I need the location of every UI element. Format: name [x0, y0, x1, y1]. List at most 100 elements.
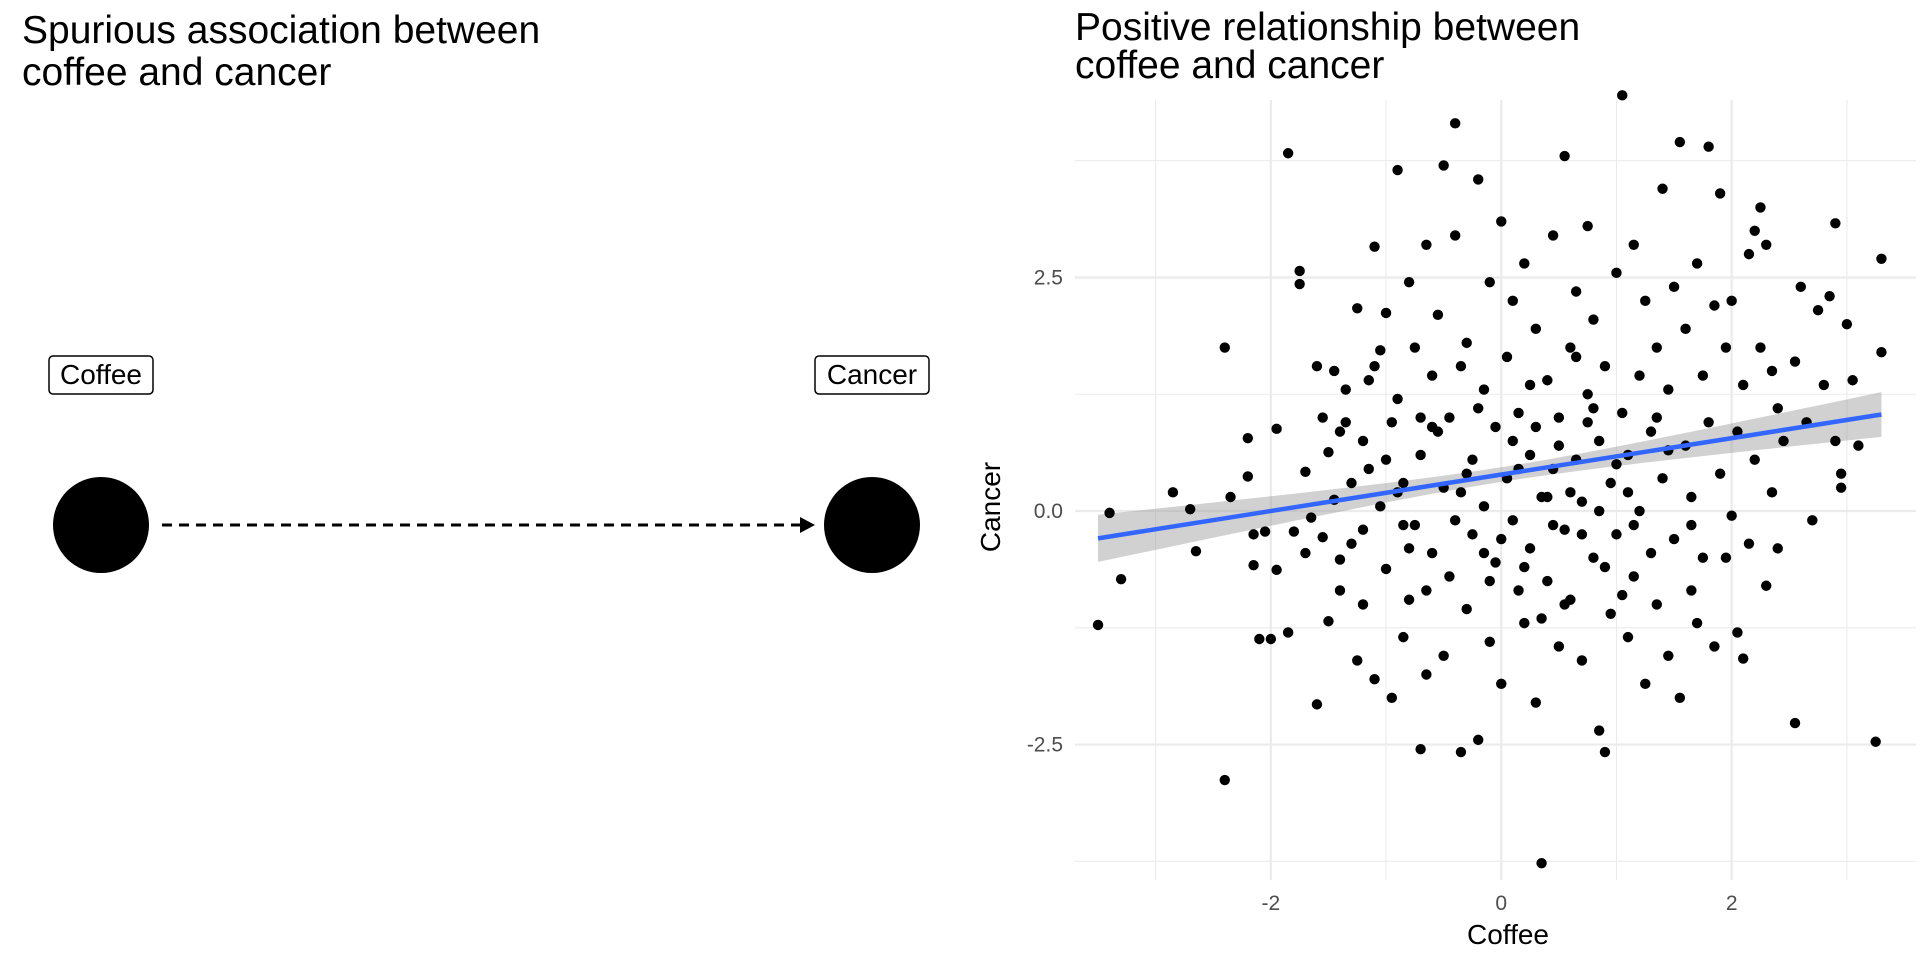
scatter-point [1645, 547, 1657, 559]
scatter-point [1697, 370, 1709, 381]
scatter-point [1749, 454, 1760, 465]
scatter-point [1709, 641, 1720, 652]
scatter-point [1461, 603, 1472, 615]
scatter-point [1542, 375, 1553, 386]
scatter-point [1634, 370, 1645, 381]
y-tick-label: 0.0 [1034, 500, 1063, 523]
scatter-point [1737, 379, 1749, 391]
scatter-point [1795, 281, 1806, 293]
scatter-point [1599, 746, 1611, 758]
scatter-point [1455, 361, 1467, 372]
scatter-point [1617, 90, 1628, 101]
scatter-point [1415, 449, 1426, 461]
scatter-point [1732, 426, 1743, 437]
scatter-point [1559, 599, 1570, 610]
scatter-point [1686, 585, 1697, 596]
scatter-point [1570, 286, 1582, 297]
scatter-point [1115, 574, 1127, 585]
scatter-point [1824, 290, 1835, 302]
scatter-point [1248, 529, 1259, 540]
scatter-point [1311, 699, 1323, 710]
scatter-point [1334, 426, 1346, 437]
scatter-point [1553, 641, 1565, 652]
scatter-point [1778, 435, 1789, 447]
scatter-point [1519, 561, 1530, 573]
scatter-point [1628, 519, 1639, 531]
scatter-point [1357, 599, 1369, 610]
scatter-point [1380, 307, 1392, 319]
dag-edge-arrowhead [800, 517, 815, 533]
scatter-point [1686, 491, 1697, 503]
scatter-point [1513, 585, 1524, 596]
tick-labels: -2 0 2 -2.5 0.0 2.5 [1027, 266, 1738, 915]
fit-line [1097, 412, 1882, 541]
scatter-point [1663, 384, 1674, 395]
scatter-point [1876, 347, 1887, 358]
scatter-point [1611, 267, 1622, 279]
scatter-point [1830, 218, 1841, 229]
scatter-point [1392, 393, 1403, 405]
scatter-point [1282, 148, 1294, 159]
scatter-point [1426, 421, 1438, 433]
scatter-point [1714, 188, 1726, 199]
scatter-point [1513, 407, 1524, 419]
scatter-point [1294, 278, 1305, 290]
scatter-point [1530, 421, 1542, 433]
scatter-point [1622, 631, 1634, 643]
scatter-point [1438, 160, 1449, 171]
scatter-point [1853, 440, 1864, 451]
scatter-point [1789, 356, 1801, 367]
scatter-point [1271, 564, 1282, 576]
scatter-point [1334, 554, 1346, 565]
scatter-point [1311, 361, 1323, 372]
fit-line-layer [1097, 412, 1882, 541]
scatter-point [1772, 403, 1783, 414]
scatter-point [1254, 633, 1265, 645]
scatter-point [1392, 164, 1403, 176]
scatter-point [1496, 216, 1507, 227]
scatter-point [1789, 717, 1801, 729]
scatter-point [1415, 412, 1426, 423]
scatter-point [1720, 342, 1732, 353]
scatter-point [1467, 454, 1478, 465]
scatter-point [1490, 557, 1501, 568]
scatter-point [1490, 421, 1501, 433]
scatter-point [1455, 487, 1467, 498]
scatter-point [1185, 503, 1196, 515]
scatter-point [1403, 594, 1415, 605]
scatter-point [1542, 491, 1553, 503]
scatter-point [1409, 342, 1421, 353]
chart-title-line2: coffee and cancer [1075, 44, 1384, 87]
scatter-point [1329, 365, 1340, 377]
scatter-point [1588, 403, 1599, 414]
scatter-point [1599, 361, 1611, 372]
scatter-point [1380, 563, 1392, 575]
dag-title-line2: coffee and cancer [22, 51, 331, 94]
scatter-point [1519, 258, 1530, 269]
scatter-point [1582, 389, 1593, 400]
scatter-point [1421, 669, 1432, 680]
scatter-point [1835, 482, 1847, 493]
dag-title-line1: Spurious association between [22, 9, 540, 52]
node-label-cancer-box [814, 355, 930, 395]
scatter-point [1369, 241, 1380, 252]
scatter-point [1663, 650, 1674, 662]
scatter-point [1288, 526, 1300, 537]
scatter-point [1530, 323, 1542, 335]
scatter-point [1449, 515, 1461, 526]
scatter-point [1547, 230, 1559, 241]
scatter-point [1812, 304, 1824, 316]
scatter-point [1357, 524, 1369, 535]
scatter-point [1645, 426, 1657, 437]
scatter-point [1352, 655, 1363, 666]
scatter-point [1622, 487, 1634, 498]
scatter-point [1737, 653, 1749, 664]
scatter-point [1766, 365, 1778, 377]
scatter-point [1340, 384, 1351, 395]
scatter-point [1473, 174, 1484, 185]
scatter-point [1375, 501, 1386, 512]
scatter-point [1484, 575, 1495, 587]
scatter-point [1507, 515, 1518, 526]
scatter-point [1547, 519, 1559, 531]
scatter-point [1415, 744, 1426, 755]
